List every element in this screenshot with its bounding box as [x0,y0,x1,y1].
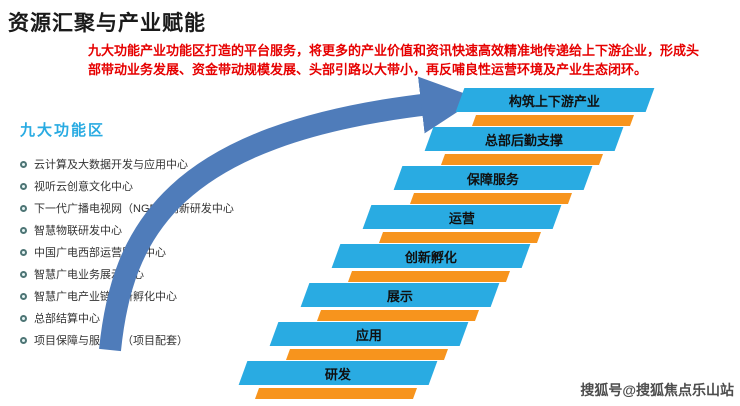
stair-step: 运营 [362,205,562,243]
step-underline-bar [440,154,604,165]
list-item: 总部结算中心 [20,307,300,329]
page-title: 资源汇聚与产业赋能 [8,12,206,35]
step-slab: 总部后勤支撑 [424,127,624,151]
bullet-icon [20,160,27,168]
intro-text: 九大功能产业功能区打造的平台服务，将更多的产业价值和资讯快速高效精准地传递给上下… [88,43,700,77]
step-underline-bar [378,232,542,243]
bullet-icon [20,336,27,344]
step-underline-bar [254,388,418,399]
stair-step: 保障服务 [393,166,593,204]
stair-step: 创新孵化 [331,244,531,282]
list-item: 智慧物联研发中心 [20,219,300,241]
list-item-label: 智慧物联研发中心 [34,225,122,237]
step-slab: 构筑上下游产业 [455,88,655,112]
list-item-label: 下一代广播电视网（NGB）创新研发中心 [34,203,234,215]
step-underline-bar [316,310,480,321]
list-item: 视听云创意文化中心 [20,175,300,197]
step-label: 研发 [324,366,351,382]
functional-zones-panel: 九大功能区 云计算及大数据开发与应用中心 视听云创意文化中心下一代广播电视网（NG… [20,119,300,351]
bullet-icon [20,204,27,212]
functional-zones-heading: 九大功能区 [20,122,106,139]
step-label: 构筑上下游产业 [509,93,601,109]
list-item-label: 视听云创意文化中心 [34,181,133,193]
bullet-icon [20,226,27,234]
bullet-icon [20,182,27,190]
bullet-icon [20,314,27,322]
step-underline-bar [471,115,635,126]
bullet-icon [20,292,27,300]
step-label: 应用 [355,327,382,343]
stair-step: 构筑上下游产业 [455,88,655,126]
list-item: 云计算及大数据开发与应用中心 [20,153,300,175]
step-underline-bar [285,349,449,360]
step-label: 运营 [448,210,475,226]
stair-step: 应用 [269,322,469,360]
list-item: 下一代广播电视网（NGB）创新研发中心 [20,197,300,219]
step-slab: 应用 [269,322,469,346]
functional-zones-list: 云计算及大数据开发与应用中心 视听云创意文化中心下一代广播电视网（NGB）创新研发… [20,153,300,351]
list-item-label: 总部结算中心 [34,313,100,325]
step-slab: 保障服务 [393,166,593,190]
list-item-label: 智慧广电产业链创新孵化中心 [34,291,177,303]
watermark: 搜狐号@搜狐焦点乐山站 [580,382,734,398]
step-slab: 展示 [300,283,500,307]
step-label: 创新孵化 [404,249,457,265]
list-item: 智慧广电产业链创新孵化中心 [20,285,300,307]
step-underline-bar [409,193,573,204]
stair-step: 研发 [238,361,438,399]
step-slab: 运营 [362,205,562,229]
step-label: 总部后勤支撑 [484,132,563,148]
step-label: 保障服务 [466,171,519,187]
stair-step: 展示 [300,283,500,321]
bullet-icon [20,248,27,256]
bullet-icon [20,270,27,278]
step-slab: 研发 [238,361,438,385]
step-slab: 创新孵化 [331,244,531,268]
step-underline-bar [347,271,511,282]
stair-step: 总部后勤支撑 [424,127,624,165]
list-item-label: 云计算及大数据开发与应用中心 [34,159,188,171]
step-label: 展示 [386,288,413,304]
